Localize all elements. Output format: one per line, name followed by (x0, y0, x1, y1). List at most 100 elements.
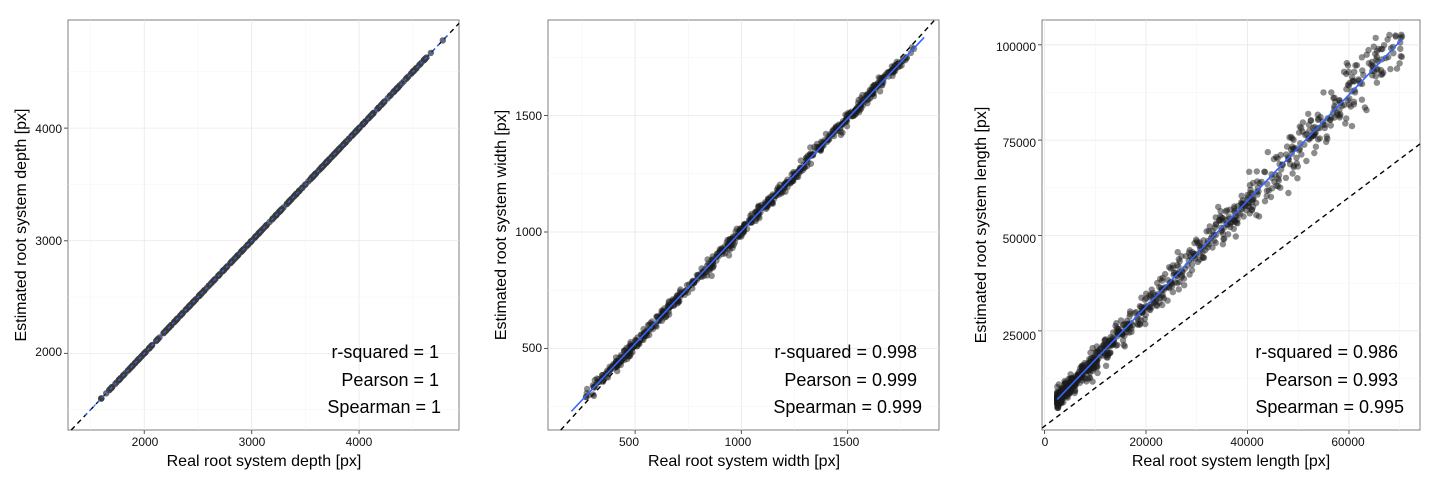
data-point (1345, 68, 1352, 76)
data-point (1102, 362, 1110, 369)
data-point (1268, 171, 1275, 178)
data-point (1275, 177, 1283, 184)
stat-spearman-depth: Spearman = 1 (327, 397, 441, 417)
data-point (1057, 390, 1064, 398)
data-point (1324, 115, 1331, 122)
x-tick-label: 3000 (239, 435, 266, 449)
data-point (1248, 198, 1256, 206)
data-point (1169, 264, 1177, 272)
data-point (1093, 364, 1101, 371)
x-tick-label: 2000 (132, 435, 159, 449)
data-point (1314, 136, 1322, 143)
data-point (1200, 254, 1208, 261)
data-point (726, 246, 733, 253)
data-point (1372, 34, 1379, 42)
x-tick-label: 60000 (1331, 435, 1365, 449)
data-point (1372, 73, 1380, 80)
data-point (1120, 341, 1128, 349)
points-length (1054, 31, 1406, 411)
panel-width: 500 1000 1500 500 1000 1500 Real root sy… (493, 19, 940, 470)
data-point (1351, 78, 1358, 85)
data-point (1353, 61, 1361, 69)
data-point (1312, 143, 1320, 150)
data-point (1142, 320, 1149, 328)
data-point (1194, 240, 1202, 247)
data-point (648, 318, 656, 325)
stat-pearson-length: Pearson = 0.993 (1265, 370, 1398, 390)
identity-line (1041, 143, 1421, 429)
grid-width (544, 20, 939, 434)
data-point (1311, 149, 1318, 157)
y-ticks-length: 25000 50000 75000 100000 (996, 40, 1036, 343)
data-point (1255, 213, 1263, 220)
grid-depth (64, 20, 459, 434)
data-point (1287, 146, 1295, 153)
data-point (1373, 47, 1381, 55)
data-point (1341, 101, 1348, 109)
y-ticks-width: 500 1000 1500 (515, 109, 542, 355)
x-ticks-length: 0 20000 40000 60000 (1042, 435, 1365, 449)
x-tick-label: 4000 (346, 435, 373, 449)
data-point (1209, 227, 1216, 234)
data-point (1253, 168, 1261, 175)
data-point (1219, 241, 1227, 248)
data-point (813, 140, 821, 148)
data-point (1390, 50, 1397, 57)
data-point (1138, 294, 1145, 301)
data-point (1212, 239, 1219, 246)
y-axis-title-depth: Estimated root system depth [px] (13, 109, 30, 342)
data-point (1060, 399, 1067, 406)
data-point (1081, 375, 1089, 382)
x-axis-title-length: Real root system length [px] (1132, 453, 1330, 470)
data-point (1314, 111, 1322, 118)
fit-line-length (1056, 38, 1403, 401)
data-point (1298, 151, 1305, 158)
data-point (1397, 39, 1404, 46)
data-point (1246, 168, 1253, 175)
y-tick-label: 500 (522, 341, 542, 355)
panel-depth: 2000 3000 4000 2000 3000 4000 Real root … (13, 19, 460, 470)
y-tick-label: 100000 (996, 40, 1036, 54)
data-point (1094, 369, 1101, 377)
y-tick-label: 3000 (35, 234, 62, 248)
data-point (1113, 320, 1120, 327)
data-point (1103, 349, 1111, 356)
data-point (1327, 122, 1335, 129)
x-tick-label: 0 (1042, 435, 1049, 449)
data-point (627, 339, 634, 346)
data-point (1336, 106, 1343, 114)
data-point (1305, 121, 1313, 128)
data-point (1392, 33, 1400, 40)
y-tick-label: 50000 (1003, 232, 1037, 246)
data-point (1246, 182, 1254, 189)
data-point (1174, 248, 1181, 256)
data-point (1363, 106, 1370, 114)
identity-line-length (1041, 143, 1421, 429)
data-point (1181, 282, 1188, 289)
data-point (782, 188, 789, 195)
data-point (1226, 206, 1233, 213)
data-point (807, 160, 815, 167)
data-point (1263, 192, 1270, 200)
x-tick-label: 500 (619, 435, 639, 449)
y-axis-title-length: Estimated root system length [px] (973, 107, 990, 344)
data-point (1116, 328, 1124, 336)
data-point (1397, 45, 1404, 52)
data-point (663, 312, 670, 319)
data-point (1294, 163, 1302, 170)
data-point (1133, 320, 1141, 327)
x-axis-title-depth: Real root system depth [px] (167, 453, 362, 470)
data-point (1126, 308, 1134, 315)
data-point (1294, 175, 1301, 182)
x-ticks-depth: 2000 3000 4000 (132, 435, 373, 449)
fit-line (570, 36, 925, 412)
data-point (1256, 179, 1263, 187)
x-axis-title-width: Real root system width [px] (648, 453, 840, 470)
data-point (1373, 79, 1381, 86)
data-point (1320, 89, 1327, 96)
x-tick-label: 1000 (725, 435, 752, 449)
data-point (1331, 114, 1338, 121)
data-point (621, 347, 628, 354)
data-point (1275, 171, 1283, 179)
data-point (1238, 192, 1245, 199)
